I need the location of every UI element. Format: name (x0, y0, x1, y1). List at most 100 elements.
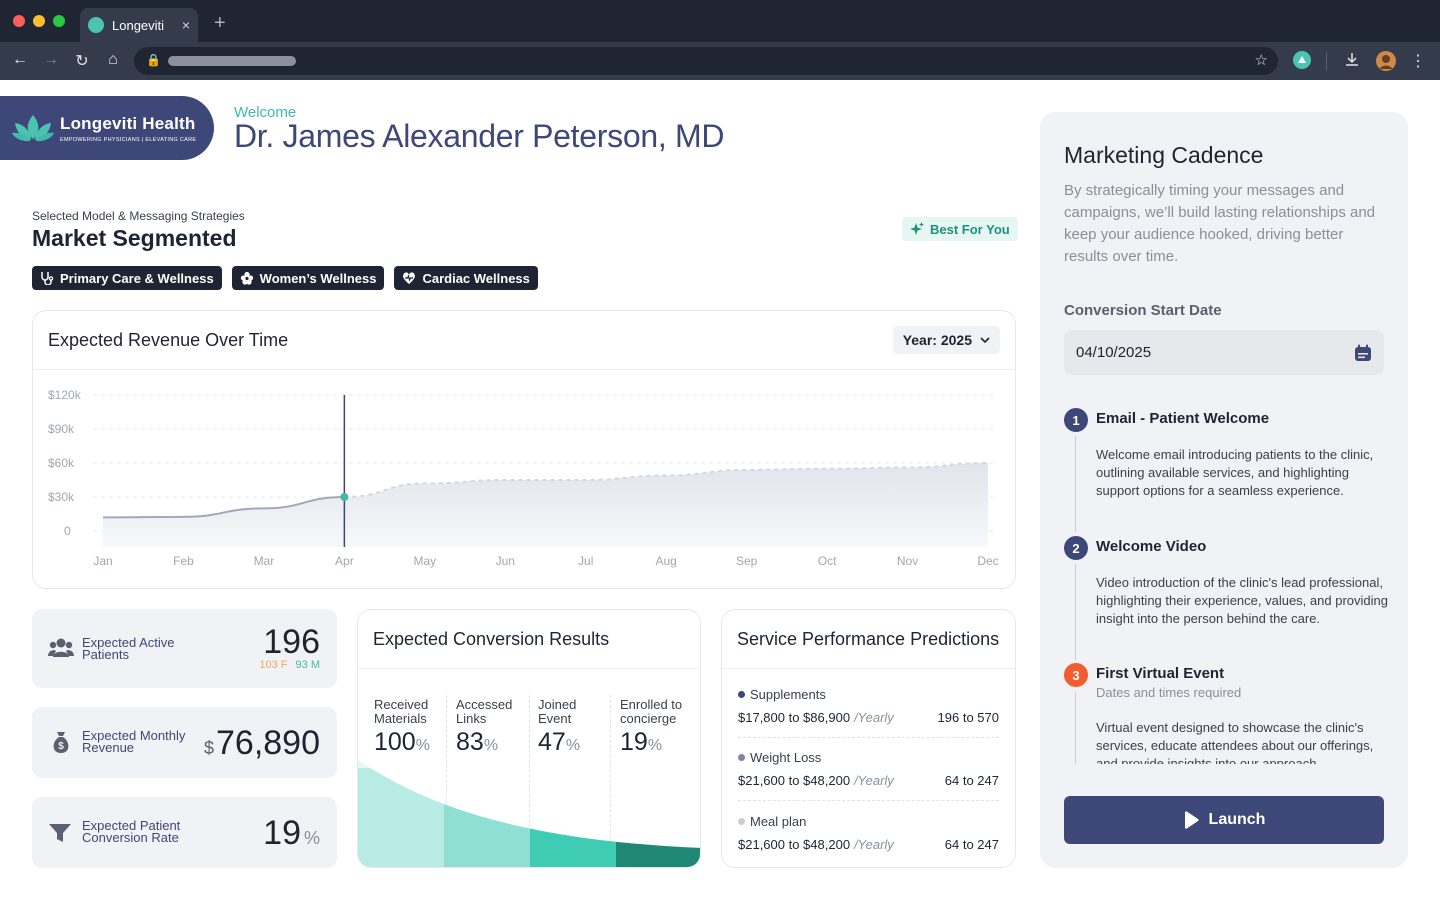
x-tick-label: Dec (977, 554, 998, 568)
step-title: First Virtual Event (1096, 665, 1225, 682)
service-name: Meal plan (750, 814, 807, 829)
start-date-field[interactable]: 04/10/2025 (1064, 330, 1384, 375)
column-divider (529, 695, 530, 867)
percent-sign: % (565, 737, 581, 754)
percent-sign: % (647, 737, 663, 754)
y-tick-label: $120k (48, 388, 82, 402)
x-tick-label: Nov (897, 554, 918, 568)
marketing-cadence-panel: Marketing Cadence By strategically timin… (1040, 112, 1408, 868)
year-select[interactable]: Year: 2025 (892, 326, 1000, 354)
x-tick-label: Apr (335, 554, 354, 568)
x-tick-label: Sep (736, 554, 758, 568)
minimize-window-button[interactable] (33, 15, 45, 27)
extension-icon[interactable] (1293, 51, 1311, 69)
address-bar[interactable]: 🔒 ☆ (134, 47, 1278, 75)
x-tick-label: Jul (578, 554, 593, 568)
currency-symbol: $ (203, 738, 214, 758)
forward-icon[interactable]: → (43, 51, 59, 68)
conversion-value: 83% (456, 728, 520, 757)
service-name: Supplements (750, 687, 826, 702)
service-revenue: $17,800 to $86,900 (738, 710, 851, 725)
lock-icon: 🔒 (146, 53, 161, 67)
reload-icon[interactable]: ↻ (75, 53, 89, 70)
service-revenue: $21,600 to $48,200 (738, 773, 851, 788)
chip-womens-wellness[interactable]: Women’s Wellness (231, 266, 385, 290)
monthly-revenue-label: Expected Monthly Revenue (82, 728, 186, 755)
doctor-name: Dr. James Alexander Peterson, MD (234, 118, 725, 154)
close-tab-icon[interactable]: × (181, 17, 190, 33)
forecast-line (344, 462, 989, 498)
revenue-card: Expected Revenue Over Time Year: 2025 $1… (32, 310, 1016, 589)
conversion-label: Accessed Links (456, 697, 513, 726)
per-year: /Yearly (854, 837, 894, 852)
female-count: 103 F (259, 659, 288, 671)
lotus-logo-icon (12, 115, 54, 142)
conversion-column: Joined Event 47% (538, 698, 598, 757)
percent-sign: % (483, 737, 499, 754)
monthly-revenue-amount: $ 76,890 (204, 724, 320, 763)
percent-sign: % (415, 737, 430, 754)
conversion-label: Received Materials (374, 697, 429, 726)
service-row: Weight Loss $21,600 to $48,200/Yearly 64 … (738, 750, 999, 788)
new-tab-button[interactable]: + (214, 12, 226, 34)
browser-toolbar: ← → ↻ ⌂ 🔒 ☆ ⋮ (0, 42, 1440, 80)
patients-group-icon (48, 638, 74, 657)
step-description: Video introduction of the clinic's lead … (1096, 575, 1388, 626)
column-divider (446, 695, 447, 867)
x-tick-label: May (413, 554, 436, 568)
chip-label: Cardiac Wellness (422, 270, 530, 286)
favicon-icon (88, 17, 104, 33)
profile-avatar[interactable] (1376, 51, 1396, 71)
chip-cardiac-wellness[interactable]: Cardiac Wellness (394, 266, 538, 290)
home-icon[interactable]: ⌂ (108, 51, 118, 68)
revenue-chart: $120k $90k $60k $30k 0 Jan Feb Mar Apr May Jun Jul A… (48, 388, 999, 568)
conversion-title: Expected Conversion Results (358, 610, 700, 669)
conversion-value: 100% (374, 728, 438, 757)
svg-text:$: $ (58, 741, 64, 752)
service-dot (738, 754, 745, 761)
conversion-number: 100 (374, 728, 416, 756)
brand-logo[interactable]: Longeviti Health EMPOWERING PHYSICIANS |… (0, 96, 214, 160)
close-window-button[interactable] (13, 15, 25, 27)
conversion-column: Accessed Links 83% (456, 698, 520, 757)
conversion-column: Received Materials 100% (374, 698, 438, 757)
chip-label: Women’s Wellness (259, 270, 377, 286)
download-icon[interactable] (1344, 51, 1360, 69)
flower-icon (240, 271, 253, 285)
conversion-card: Expected Conversion Results Received Mat… (357, 609, 701, 868)
chip-primary-care[interactable]: Primary Care & Wellness (32, 266, 222, 290)
area-fill (103, 463, 988, 547)
browser-menu-icon[interactable]: ⋮ (1410, 53, 1426, 70)
url-placeholder (168, 56, 296, 66)
back-icon[interactable]: ← (12, 51, 28, 68)
bookmark-star-icon[interactable]: ☆ (1254, 52, 1268, 69)
maximize-window-button[interactable] (53, 15, 65, 27)
model-title: Market Segmented (32, 225, 237, 251)
conversion-rate-card: Expected Patient Conversion Rate 19 % (32, 797, 337, 868)
percent-unit: % (303, 828, 320, 848)
marketing-description: By strategically timing your messages an… (1064, 182, 1376, 265)
conversion-number: 47 (538, 728, 566, 756)
money-bag-icon: $ (53, 732, 69, 753)
launch-button[interactable]: Launch (1064, 796, 1384, 844)
active-patients-card: Expected Active Patients 196 103 F 93 M (32, 609, 337, 688)
browser-tab-bar: Longeviti × + (0, 0, 1440, 42)
cadence-steps: 1 Email - Patient Welcome Welcome email … (1064, 408, 1394, 764)
calendar-icon[interactable] (1354, 344, 1372, 362)
y-tick-label: $30k (48, 490, 75, 504)
conversion-label: Joined Event (538, 697, 577, 726)
step-description: Welcome email introducing patients to th… (1096, 447, 1374, 498)
stethoscope-icon (41, 272, 54, 285)
x-tick-label: Feb (173, 554, 194, 568)
funnel-icon (49, 824, 71, 842)
logo-tagline: EMPOWERING PHYSICIANS | ELEVATING CARE (60, 136, 197, 143)
y-tick-label: $90k (48, 422, 75, 436)
x-tick-label: Jun (496, 554, 515, 568)
per-year: /Yearly (854, 710, 894, 725)
conversion-value: 19% (620, 728, 694, 757)
timeline-line (1075, 692, 1076, 764)
marketing-title: Marketing Cadence (1064, 142, 1264, 168)
x-tick-label: Jan (93, 554, 112, 568)
browser-tab[interactable]: Longeviti × (80, 8, 198, 42)
conversion-rate-value: 19 (263, 814, 301, 852)
